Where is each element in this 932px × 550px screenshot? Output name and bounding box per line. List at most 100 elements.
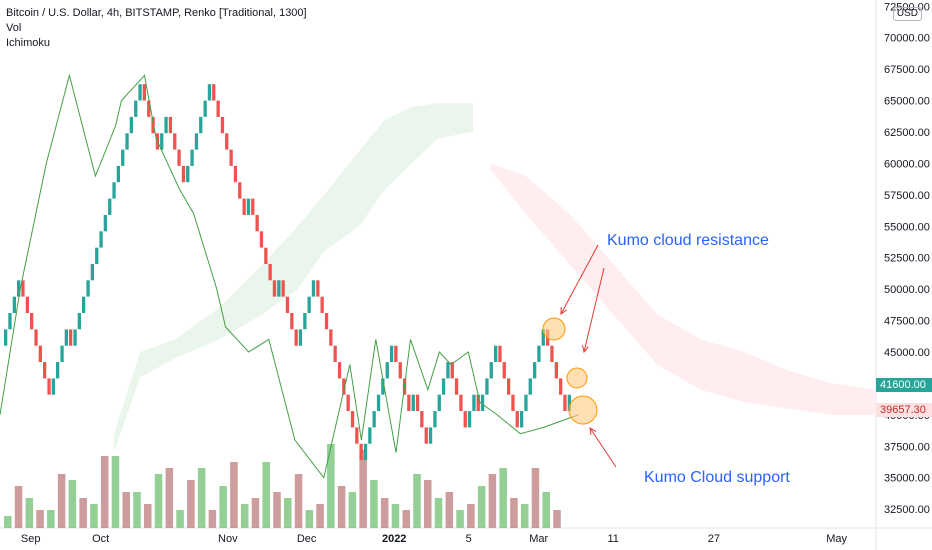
renko-brick-up [524,394,528,411]
volume-bar-up [219,486,227,528]
annotation-support: Kumo Cloud support [644,469,790,486]
time-tick-label: 2022 [382,533,406,545]
renko-brick-up [138,84,142,101]
renko-brick-down [394,345,398,362]
volume-bar-up [327,444,335,528]
renko-brick-up [494,345,498,362]
renko-brick-down [563,394,567,411]
renko-brick-down [359,443,363,461]
volume-bar-up [262,462,270,528]
volume-bar-down [380,498,389,528]
volume-bar-up [197,468,206,528]
renko-brick-up [363,443,368,461]
volume-bar-up [499,468,507,528]
time-tick-label: Nov [218,533,238,545]
renko-brick-down [507,378,511,395]
legend-ichimoku: Ichimoku [6,37,51,49]
renko-brick-up [77,313,81,330]
renko-brick-down [333,345,337,362]
renko-brick-down [69,329,73,346]
renko-brick-down [264,247,268,264]
annotation-resistance: Kumo cloud resistance [607,232,769,249]
time-tick-label: Sep [21,533,41,545]
volume-bar-up [4,516,12,528]
volume-bar-down [294,474,303,528]
volume-bar-up [90,504,98,528]
resistance-circle-2 [566,367,588,389]
price-tick-label: 62500.00 [884,127,930,139]
currency-label[interactable]: USD [892,7,922,21]
renko-brick-up [8,313,12,330]
renko-brick-down [30,313,34,330]
volume-bar-up [542,492,550,528]
price-tick-label: 35000.00 [884,473,930,485]
renko-brick-down [502,362,506,379]
volume-bar-down [424,480,432,528]
renko-brick-up [112,182,116,199]
volume-bar-down [359,450,367,528]
volume-bar-down [122,492,130,528]
renko-brick-up [12,296,16,313]
renko-brick-down [238,182,242,199]
renko-brick-up [95,247,99,264]
arrow-support [589,427,617,468]
volume-bar-down [488,474,497,528]
renko-brick-up [307,296,311,313]
time-tick-label: 5 [466,533,472,545]
price-tick-label: 45000.00 [884,347,930,359]
renko-brick-down [251,198,255,215]
renko-brick-down [43,362,47,379]
volume-bar-up [284,498,292,528]
volume-bar-down [402,510,410,528]
kumo-cloud-bearish [490,163,876,415]
renko-brick-down [259,231,264,248]
renko-brick-down [173,133,177,150]
renko-brick-down [550,345,554,362]
renko-brick-up [56,362,60,379]
volume-bar-down [337,486,346,528]
chart-title: Bitcoin / U.S. Dollar, 4h, BITSTAMP, Ren… [6,7,307,19]
renko-brick-down [229,149,233,166]
legend-volume: Vol [6,22,22,34]
volume-bar-up [47,510,55,528]
price-tick-label: 52500.00 [884,253,930,265]
renko-brick-down [216,100,220,117]
renko-brick-down [355,427,359,444]
volume-bar-down [230,462,238,528]
renko-brick-down [459,394,463,411]
volume-bar-up [477,486,486,528]
renko-brick-down [316,280,320,297]
renko-brick-down [407,394,411,411]
renko-brick-up [528,378,532,395]
renko-brick-down [329,329,333,346]
price-tick-label: 50000.00 [884,284,930,296]
renko-brick-up [194,133,199,150]
renko-brick-down [147,100,151,117]
renko-brick-up [472,394,476,411]
price-tick-label: 47500.00 [884,316,930,328]
renko-brick-down [290,313,294,330]
renko-brick-down [220,116,225,134]
renko-brick-up [441,378,446,395]
renko-brick-down [268,264,272,281]
renko-brick-up [411,394,415,411]
renko-brick-up [64,329,68,346]
renko-brick-down [225,133,229,150]
renko-brick-down [281,280,285,297]
renko-brick-up [298,329,303,346]
renko-brick-up [246,198,251,215]
volume-bar-up [154,474,163,528]
volume-bar-down [57,474,66,528]
volume-bar-down [100,456,109,528]
arrow-resistance-1 [560,244,599,315]
volume-bar-down [445,492,454,528]
resistance-circle [542,317,566,341]
renko-brick-down [285,296,290,313]
renko-brick-up [125,133,129,150]
volume-bar-down [208,510,217,528]
renko-brick-up [86,280,90,297]
arrow-support-head [589,427,597,436]
kumo-cloud-bullish [113,103,474,453]
renko-brick-up [203,100,207,117]
